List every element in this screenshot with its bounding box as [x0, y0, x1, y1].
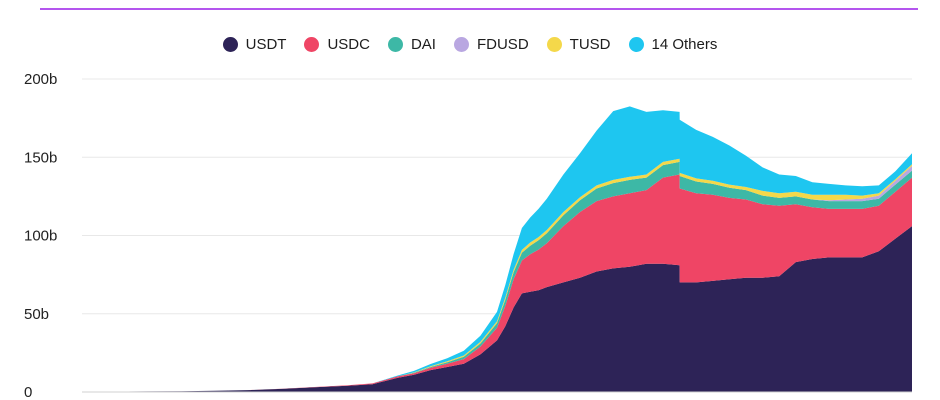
legend-item-usdt[interactable]: USDT	[222, 36, 287, 53]
legend-label-fdusd: FDUSD	[476, 36, 529, 53]
legend-swatch-others	[628, 37, 644, 52]
legend-swatch-dai	[387, 37, 403, 52]
y-tick-label-2: 100b	[24, 228, 57, 245]
y-tick-label-3: 150b	[24, 149, 57, 166]
legend-label-usdt: USDT	[245, 36, 287, 53]
area-series-usdc[interactable]	[82, 174, 912, 392]
legend-label-dai: DAI	[410, 36, 436, 53]
legend-swatch-tusd	[546, 37, 562, 52]
y-tick-label-4: 200b	[24, 71, 57, 88]
legend-swatch-usdc	[304, 37, 320, 52]
area-series-14-others[interactable]	[82, 106, 912, 392]
legend-item-usdc[interactable]: USDC	[304, 36, 370, 53]
top-accent-rule	[40, 8, 918, 10]
legend-item-tusd[interactable]: TUSD	[546, 36, 611, 53]
legend-swatch-usdt	[222, 37, 238, 52]
y-tick-label-1: 50b	[24, 306, 49, 323]
chart-legend: USDT USDC DAI FDUSD TUSD 14 Others	[0, 36, 940, 53]
legend-item-dai[interactable]: DAI	[387, 36, 436, 53]
legend-label-others: 14 Others	[651, 36, 718, 53]
legend-label-usdc: USDC	[327, 36, 370, 53]
legend-item-others[interactable]: 14 Others	[628, 36, 718, 53]
legend-item-fdusd[interactable]: FDUSD	[453, 36, 529, 53]
area-series-usdt[interactable]	[82, 226, 912, 392]
legend-label-tusd: TUSD	[569, 36, 611, 53]
legend-swatch-fdusd	[453, 37, 469, 52]
y-tick-label-0: 0	[24, 384, 32, 400]
